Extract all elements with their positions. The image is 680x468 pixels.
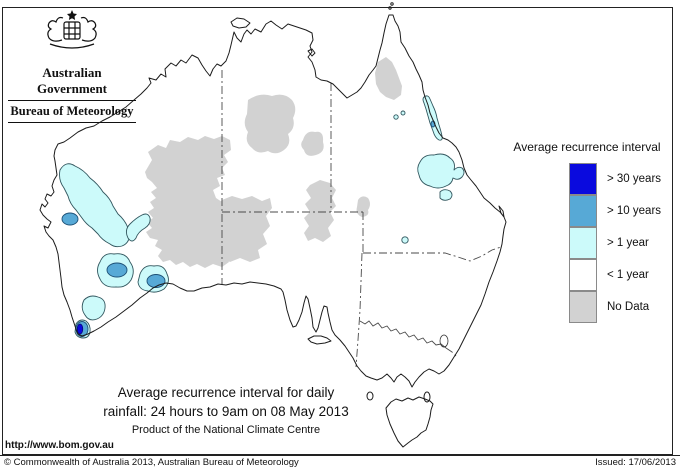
groote-eylandt bbox=[307, 48, 316, 57]
legend-item-nodata: No Data bbox=[569, 290, 661, 323]
legend-label: < 1 year bbox=[607, 269, 649, 281]
gt-10-year-regions bbox=[61, 120, 436, 337]
legend-item-gt10: > 10 years bbox=[569, 194, 662, 227]
legend: > 30 years > 10 years > 1 year < 1 year … bbox=[569, 162, 662, 323]
map-caption: Average recurrence interval for daily ra… bbox=[36, 383, 416, 437]
legend-title: Average recurrence interval bbox=[513, 140, 661, 154]
state-borders bbox=[221, 70, 502, 368]
no-data-regions bbox=[145, 57, 402, 268]
legend-item-gt30: > 30 years bbox=[569, 162, 662, 195]
legend-label: > 1 year bbox=[607, 237, 649, 249]
agency-title: Bureau of Meteorology bbox=[8, 101, 136, 123]
bom-url: http://www.bom.gov.au bbox=[5, 440, 114, 451]
legend-label: > 30 years bbox=[607, 173, 662, 185]
australian-coat-of-arms-icon bbox=[47, 10, 97, 49]
melville-island bbox=[230, 17, 251, 29]
king-island bbox=[366, 391, 374, 401]
tasmania-coastline bbox=[385, 396, 434, 448]
caption-line3: Product of the National Climate Centre bbox=[131, 424, 321, 436]
legend-swatch-gt30 bbox=[569, 162, 597, 195]
torres-strait-island bbox=[388, 6, 392, 10]
kangaroo-island bbox=[307, 335, 332, 345]
map-frame bbox=[2, 7, 673, 455]
legend-item-gt1: > 1 year bbox=[569, 226, 661, 259]
legend-swatch-gt1 bbox=[569, 226, 597, 259]
mainland-coastline bbox=[39, 14, 507, 388]
fraser-island bbox=[498, 205, 505, 218]
legend-swatch-gt10 bbox=[569, 194, 597, 227]
government-title: Australian Government bbox=[8, 65, 136, 101]
caption-line2: rainfall: 24 hours to 9am on 08 May 2013 bbox=[103, 404, 349, 419]
islands bbox=[230, 2, 505, 448]
legend-label: No Data bbox=[607, 301, 650, 313]
copyright-text: © Commonwealth of Australia 2013, Austra… bbox=[4, 457, 299, 468]
legend-swatch-nodata bbox=[569, 290, 597, 323]
flinders-island bbox=[423, 391, 431, 403]
issued-date: Issued: 17/06/2013 bbox=[595, 457, 676, 468]
legend-item-lt1: < 1 year bbox=[569, 258, 661, 291]
gt-30-year-regions bbox=[76, 323, 84, 335]
bom-logo-block: Australian Government Bureau of Meteorol… bbox=[8, 8, 136, 123]
footer-divider bbox=[0, 455, 680, 456]
torres-strait-island bbox=[390, 2, 394, 6]
caption-line1: Average recurrence interval for daily bbox=[117, 385, 335, 400]
legend-swatch-lt1 bbox=[569, 258, 597, 291]
legend-label: > 10 years bbox=[607, 205, 662, 217]
